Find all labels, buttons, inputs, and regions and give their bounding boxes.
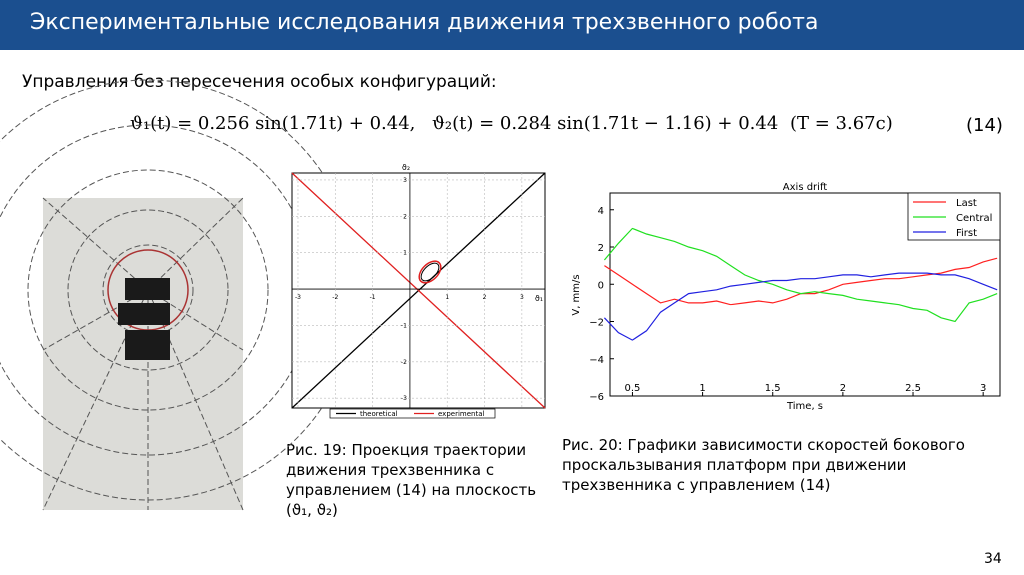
header-title: Экспериментальные исследования движения … <box>30 10 819 35</box>
series-line <box>604 273 997 340</box>
phase-frame <box>291 172 546 419</box>
y-tick-label: −6 <box>589 392 604 403</box>
experimental-line <box>291 172 546 409</box>
y-tick-label: −2 <box>589 318 604 329</box>
legend-label: theoretical <box>360 410 398 418</box>
y-tick-label: 2 <box>403 213 407 220</box>
page-number: 34 <box>984 551 1002 567</box>
x-axis-label: Time, s <box>786 401 823 412</box>
chart-title: Axis drift <box>783 182 828 193</box>
figure19-caption: Рис. 19: Проекция траектории движения тр… <box>286 441 537 519</box>
y-tick-label: 1 <box>403 250 407 257</box>
formula-period: (T = 3.67c) <box>790 113 893 134</box>
x-tick-label: -2 <box>332 294 338 301</box>
y-axis-label: ϑ₂ <box>402 163 410 172</box>
header-bar <box>0 0 1024 50</box>
x-tick-label: 2 <box>840 383 846 394</box>
y-tick-label: 3 <box>403 177 407 184</box>
equation-number: (14) <box>966 115 1003 136</box>
y-tick-label: -2 <box>401 359 407 366</box>
subtitle: Управления без пересечения особых конфиг… <box>22 72 497 92</box>
x-tick-label: -3 <box>295 294 301 301</box>
legend-label: Central <box>956 213 992 224</box>
x-tick-label: -1 <box>370 294 376 301</box>
y-tick-label: 2 <box>598 243 604 254</box>
y-tick-label: 4 <box>598 206 604 217</box>
photo <box>0 79 359 511</box>
series-line <box>604 228 997 321</box>
x-axis-label: ϑ₁ <box>535 294 543 303</box>
legend-label: experimental <box>438 410 484 418</box>
x-tick-label: 1.5 <box>765 383 781 394</box>
x-tick-label: 0.5 <box>624 383 640 394</box>
figure20-caption: Рис. 20: Графики зависимости скоростей б… <box>562 436 965 494</box>
formula-theta2: ϑ₂(t) = 0.284 sin(1.71t − 1.16) + 0.44 <box>432 113 779 134</box>
experimental-loop <box>418 260 442 284</box>
legend-label: First <box>956 228 977 239</box>
y-tick-label: -3 <box>401 395 407 402</box>
x-tick-label: 1 <box>699 383 705 394</box>
x-tick-label: 3 <box>980 383 986 394</box>
y-tick-label: -1 <box>401 322 407 329</box>
legend-label: Last <box>956 198 977 209</box>
x-tick-label: 2 <box>483 294 487 301</box>
x-tick-label: 1 <box>445 294 449 301</box>
x-tick-label: 3 <box>520 294 524 301</box>
theoretical-loop <box>420 262 440 282</box>
y-tick-label: 0 <box>598 280 604 291</box>
formula-theta1: ϑ₁(t) = 0.256 sin(1.71t) + 0.44, <box>130 113 416 134</box>
x-tick-label: 2.5 <box>905 383 921 394</box>
y-axis-label: V, mm/s <box>571 274 582 315</box>
y-tick-label: −4 <box>589 355 604 366</box>
